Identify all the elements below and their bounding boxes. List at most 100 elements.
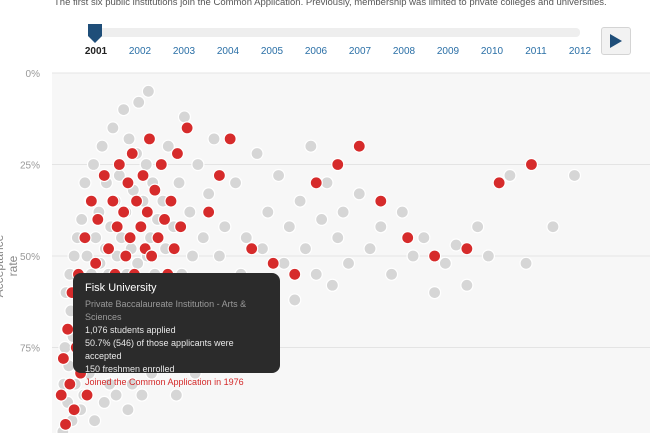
member-point[interactable] [460,242,474,256]
nonmember-point[interactable] [218,220,232,234]
nonmember-point[interactable] [331,231,345,245]
member-point[interactable] [174,220,188,234]
nonmember-point[interactable] [261,205,275,219]
member-point[interactable] [524,157,539,172]
member-point[interactable] [101,242,116,256]
member-point[interactable] [54,388,68,402]
nonmember-point[interactable] [169,388,183,402]
nonmember-point[interactable] [250,146,264,161]
nonmember-point[interactable] [58,340,72,355]
play-button[interactable] [601,27,631,55]
nonmember-point[interactable] [428,286,442,300]
year-2002[interactable]: 2002 [128,46,152,57]
member-point[interactable] [352,139,366,153]
member-point[interactable] [212,168,226,183]
member-point[interactable] [78,231,92,245]
nonmember-point[interactable] [460,278,474,292]
timeline-track[interactable] [88,28,580,37]
timeline-handle-icon[interactable] [88,24,102,43]
nonmember-point[interactable] [80,249,94,263]
member-point[interactable] [125,146,139,161]
nonmember-point[interactable] [298,242,313,256]
member-point[interactable] [56,351,70,366]
member-point[interactable] [106,194,120,208]
member-point[interactable] [142,132,157,146]
nonmember-point[interactable] [336,205,350,219]
nonmember-point[interactable] [341,256,356,270]
nonmember-point[interactable] [384,267,399,281]
member-point[interactable] [61,322,75,336]
nonmember-point[interactable] [481,249,495,263]
nonmember-point[interactable] [546,220,560,234]
member-point[interactable] [164,194,178,208]
nonmember-point[interactable] [122,132,136,146]
member-point[interactable] [97,168,111,183]
nonmember-point[interactable] [202,187,216,201]
nonmember-point[interactable] [191,157,205,172]
nonmember-point[interactable] [239,231,253,245]
member-point[interactable] [154,157,168,172]
year-2007[interactable]: 2007 [348,46,372,57]
member-point[interactable] [309,176,323,190]
member-point[interactable] [110,220,124,234]
nonmember-point[interactable] [196,231,210,245]
nonmember-point[interactable] [117,102,131,117]
year-2004[interactable]: 2004 [216,46,240,57]
member-point[interactable] [331,157,345,172]
nonmember-point[interactable] [304,139,318,153]
nonmember-point[interactable] [471,220,485,234]
member-point[interactable] [136,168,150,183]
nonmember-point[interactable] [309,267,323,281]
nonmember-point[interactable] [503,168,517,183]
member-point[interactable] [91,212,105,226]
nonmember-point[interactable] [271,168,286,183]
member-point[interactable] [151,231,165,245]
member-point[interactable] [129,194,144,208]
member-point[interactable] [401,231,415,245]
year-2011[interactable]: 2011 [525,46,547,57]
nonmember-point[interactable] [141,84,155,98]
nonmember-point[interactable] [417,231,431,245]
member-point[interactable] [428,249,442,263]
year-2005[interactable]: 2005 [260,46,284,57]
nonmember-point[interactable] [75,212,89,226]
nonmember-point[interactable] [395,205,409,219]
nonmember-point[interactable] [139,157,153,172]
nonmember-point[interactable] [183,205,197,219]
nonmember-point[interactable] [315,212,329,226]
nonmember-point[interactable] [288,293,302,307]
year-2006[interactable]: 2006 [304,46,328,57]
member-point[interactable] [63,377,77,391]
member-point[interactable] [157,212,172,226]
nonmember-point[interactable] [293,194,307,208]
member-point[interactable] [374,194,388,208]
member-point[interactable] [288,267,302,281]
nonmember-point[interactable] [282,220,296,234]
member-point[interactable] [170,146,185,161]
nonmember-point[interactable] [406,249,420,263]
nonmember-point[interactable] [106,121,120,135]
nonmember-point[interactable] [567,168,582,183]
nonmember-point[interactable] [78,176,92,190]
member-point[interactable] [84,194,98,208]
member-point[interactable] [134,220,148,234]
member-point[interactable] [80,388,94,402]
nonmember-point[interactable] [212,249,226,263]
nonmember-point[interactable] [172,176,186,190]
member-point[interactable] [117,205,131,219]
member-point[interactable] [223,132,237,146]
nonmember-point[interactable] [185,249,200,263]
member-point[interactable] [148,183,162,197]
nonmember-point[interactable] [125,377,139,391]
nonmember-point[interactable] [95,139,109,153]
nonmember-point[interactable] [132,95,146,109]
nonmember-point[interactable] [352,187,366,201]
member-point[interactable] [492,176,506,190]
nonmember-point[interactable] [161,139,175,153]
member-point[interactable] [180,121,194,135]
nonmember-point[interactable] [363,242,377,256]
nonmember-point[interactable] [87,414,102,428]
year-2003[interactable]: 2003 [172,46,196,57]
member-point[interactable] [123,231,137,245]
nonmember-point[interactable] [438,256,452,270]
